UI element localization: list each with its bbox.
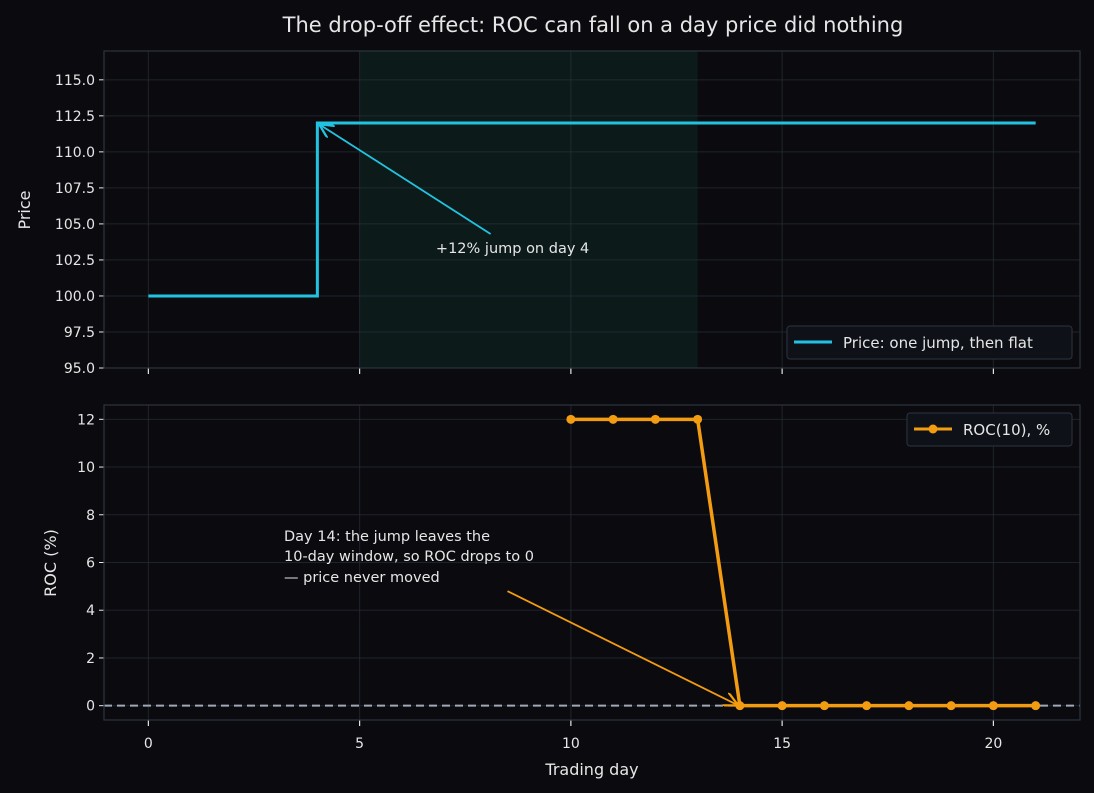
roc-y-axis-label: ROC (%): [41, 529, 60, 597]
price-legend-label: Price: one jump, then flat: [843, 334, 1033, 352]
dropoff-annotation-line-3: — price never moved: [284, 570, 440, 586]
roc-y-tick-label: 8: [86, 508, 95, 524]
price-y-ticks: 95.0 97.5 100.0 102.5 105.0 107.5 110.0 112.5 11…: [55, 73, 104, 377]
window-highlight-band: [359, 51, 698, 368]
roc-y-tick-label: 0: [86, 699, 95, 715]
roc-data-point: [904, 701, 914, 711]
price-y-tick-label: 110.0: [55, 145, 95, 161]
jump-annotation-text: +12% jump on day 4: [436, 241, 589, 257]
roc-x-ticks: 0 5 10 15 20: [144, 720, 1002, 752]
dropoff-annotation-line-2: 10-day window, so ROC drops to 0: [284, 549, 534, 565]
price-panel: 95.0 97.5 100.0 102.5 105.0 107.5 110.0 112.5 11…: [15, 50, 1081, 377]
jump-annotation-arrow: [320, 125, 492, 235]
roc-y-tick-label: 10: [77, 460, 95, 476]
dropoff-annotation-arrow: [507, 590, 736, 705]
roc-legend-label: ROC(10), %: [963, 421, 1050, 439]
price-x-ticks: [147, 368, 994, 374]
roc-grid: [104, 405, 1080, 720]
roc-legend-box: [906, 412, 1073, 447]
roc-x-tick-label: 20: [984, 736, 1002, 752]
roc-data-point: [946, 701, 956, 711]
roc-x-tick-label: 0: [144, 736, 153, 752]
roc-data-point: [608, 414, 618, 424]
price-y-tick-label: 100.0: [55, 289, 95, 305]
dropoff-annotation: Day 14: the jump leaves the 10-day windo…: [284, 529, 737, 705]
jump-annotation: +12% jump on day 4: [320, 125, 589, 257]
roc-data-point: [693, 414, 703, 424]
roc-x-tick-label: 15: [773, 736, 791, 752]
roc-data-point: [777, 701, 787, 711]
chart-title: The drop-off effect: ROC can fall on a d…: [282, 13, 904, 37]
roc-y-tick-label: 12: [77, 412, 95, 428]
price-y-tick-label: 115.0: [55, 73, 95, 89]
price-series-line: [148, 121, 1036, 298]
roc-data-point: [650, 414, 660, 424]
x-axis-label: Trading day: [544, 760, 638, 779]
roc-data-point: [735, 701, 745, 711]
price-y-tick-label: 95.0: [64, 361, 95, 377]
dropoff-annotation-line-1: Day 14: the jump leaves the: [284, 529, 490, 545]
roc-axes-frame: [103, 404, 1081, 721]
roc-x-tick-label: 10: [562, 736, 580, 752]
roc-y-ticks: 0 2 4 6 8 10 12: [77, 412, 104, 715]
price-y-tick-label: 107.5: [55, 181, 95, 197]
price-legend: Price: one jump, then flat: [786, 325, 1073, 360]
price-y-tick-label: 112.5: [55, 109, 95, 125]
roc-x-tick-label: 5: [355, 736, 364, 752]
roc-y-tick-label: 4: [86, 603, 95, 619]
roc-data-point: [1031, 701, 1041, 711]
price-y-tick-label: 105.0: [55, 217, 95, 233]
roc-data-point: [819, 701, 829, 711]
roc-data-point: [862, 701, 872, 711]
window-highlight: [359, 51, 698, 368]
roc-series-line: [570, 417, 1036, 708]
roc-legend-marker: [928, 424, 938, 434]
price-y-axis-label: Price: [15, 190, 34, 229]
price-y-tick-label: 97.5: [64, 325, 95, 341]
roc-data-point: [566, 414, 576, 424]
price-legend-box: [786, 325, 1073, 360]
price-axes-frame: [103, 50, 1081, 369]
roc-data-point: [988, 701, 998, 711]
price-y-tick-label: 102.5: [55, 253, 95, 269]
roc-y-tick-label: 2: [86, 651, 95, 667]
roc-legend: ROC(10), %: [906, 412, 1073, 447]
roc-panel: 0 2 4 6 8 10 12 0 5 10 15 20 Day 14: the jump leav…: [41, 404, 1081, 779]
roc-y-tick-label: 6: [86, 556, 95, 572]
